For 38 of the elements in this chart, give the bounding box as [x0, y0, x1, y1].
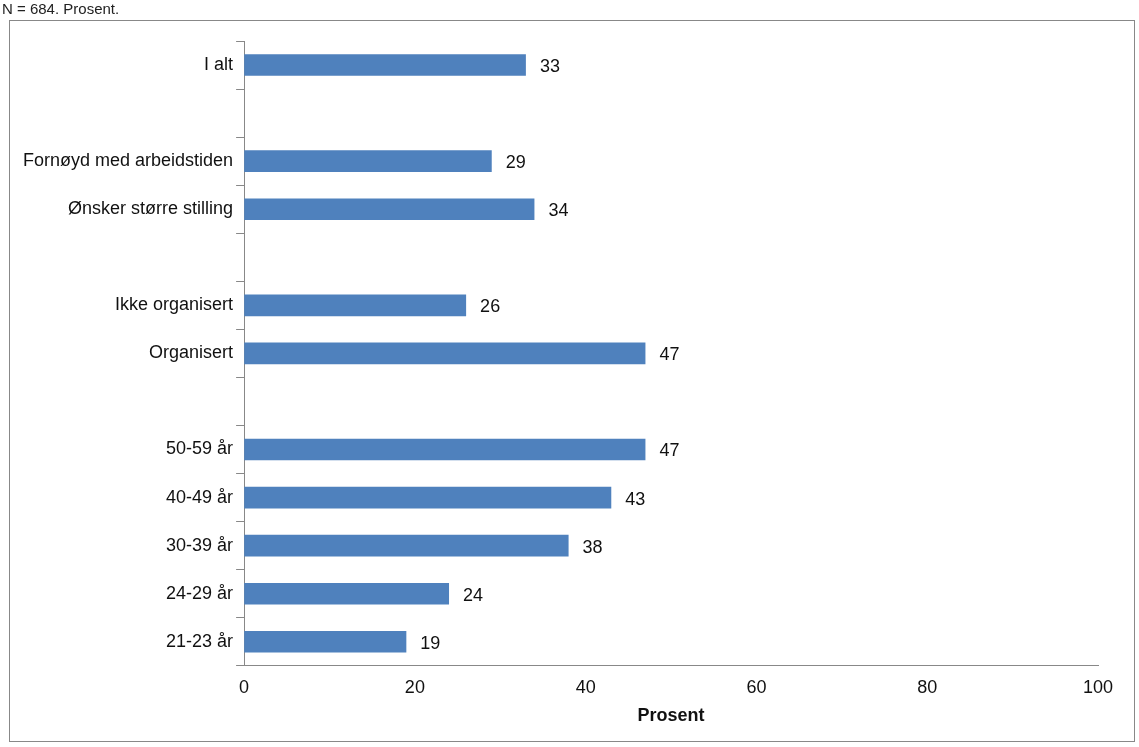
x-tick-label: 20	[404, 676, 425, 697]
bar	[244, 150, 492, 172]
data-label: 43	[625, 488, 646, 509]
data-label: 47	[659, 440, 680, 461]
data-label: 38	[582, 536, 603, 557]
bar	[244, 54, 526, 76]
text: N = 684. Prosent.	[2, 0, 120, 17]
data-label: 26	[480, 296, 501, 317]
y-tick-label: Ønsker større stilling	[68, 198, 234, 219]
x-tick-label: 40	[575, 676, 596, 697]
y-tick-label: 21-23 år	[166, 630, 234, 651]
y-tick-label: 30-39 år	[166, 534, 234, 555]
y-tick-label: Fornøyd med arbeidstiden	[22, 150, 234, 171]
bar	[244, 438, 646, 461]
x-tick-label: 80	[917, 676, 938, 697]
bar	[244, 294, 467, 317]
bar	[244, 198, 535, 221]
y-tick-label: Organisert	[149, 342, 234, 363]
data-label: 19	[420, 632, 441, 653]
y-tick-label: I alt	[204, 54, 234, 74]
data-label: 47	[659, 344, 680, 365]
y-tick-label: 24-29 år	[166, 582, 234, 603]
x-axis-title: Prosent	[637, 705, 705, 726]
x-tick-label: 60	[746, 676, 767, 697]
bar	[244, 582, 450, 605]
y-tick-label: 40-49 år	[166, 486, 234, 507]
data-label: 29	[505, 152, 526, 173]
bar	[244, 486, 612, 509]
data-label: 34	[548, 200, 569, 221]
bar	[244, 342, 646, 365]
data-label: 24	[463, 584, 484, 605]
bar	[244, 534, 569, 557]
y-tick-label: 50-59 år	[166, 438, 234, 459]
x-tick-label: 100	[1082, 676, 1114, 697]
data-label: 33	[539, 56, 560, 76]
x-tick-label: 0	[239, 676, 250, 697]
bar	[244, 630, 407, 653]
y-tick-label: Ikke organisert	[115, 294, 234, 315]
